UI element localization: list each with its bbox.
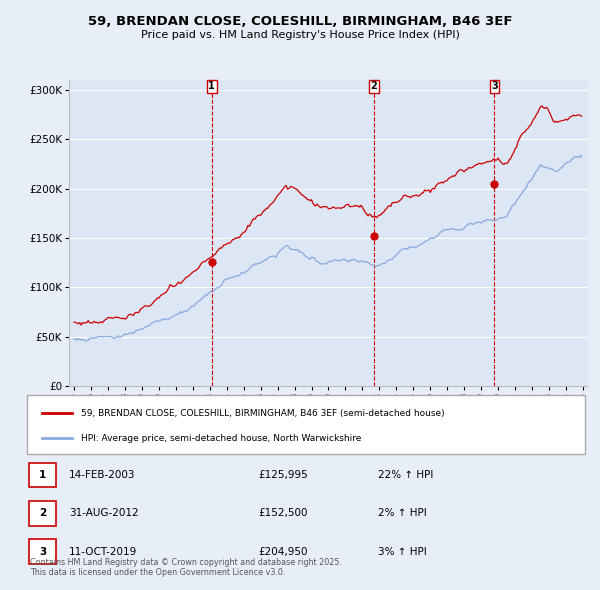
Text: 59, BRENDAN CLOSE, COLESHILL, BIRMINGHAM, B46 3EF (semi-detached house): 59, BRENDAN CLOSE, COLESHILL, BIRMINGHAM… bbox=[81, 409, 445, 418]
Text: 31-AUG-2012: 31-AUG-2012 bbox=[69, 509, 139, 518]
Text: 2: 2 bbox=[370, 81, 377, 91]
Text: 3: 3 bbox=[491, 81, 498, 91]
Text: 3: 3 bbox=[39, 547, 46, 556]
Text: 14-FEB-2003: 14-FEB-2003 bbox=[69, 470, 136, 480]
Text: Contains HM Land Registry data © Crown copyright and database right 2025.
This d: Contains HM Land Registry data © Crown c… bbox=[30, 558, 342, 577]
Text: £204,950: £204,950 bbox=[258, 547, 308, 556]
Text: 3% ↑ HPI: 3% ↑ HPI bbox=[378, 547, 427, 556]
Text: £125,995: £125,995 bbox=[258, 470, 308, 480]
Text: 2% ↑ HPI: 2% ↑ HPI bbox=[378, 509, 427, 518]
Text: 2: 2 bbox=[39, 509, 46, 518]
Text: £152,500: £152,500 bbox=[258, 509, 308, 518]
Text: 22% ↑ HPI: 22% ↑ HPI bbox=[378, 470, 433, 480]
Text: 1: 1 bbox=[208, 81, 215, 91]
Text: HPI: Average price, semi-detached house, North Warwickshire: HPI: Average price, semi-detached house,… bbox=[81, 434, 361, 442]
Text: 59, BRENDAN CLOSE, COLESHILL, BIRMINGHAM, B46 3EF: 59, BRENDAN CLOSE, COLESHILL, BIRMINGHAM… bbox=[88, 15, 512, 28]
Text: Price paid vs. HM Land Registry's House Price Index (HPI): Price paid vs. HM Land Registry's House … bbox=[140, 30, 460, 40]
Text: 1: 1 bbox=[39, 470, 46, 480]
Text: 11-OCT-2019: 11-OCT-2019 bbox=[69, 547, 137, 556]
